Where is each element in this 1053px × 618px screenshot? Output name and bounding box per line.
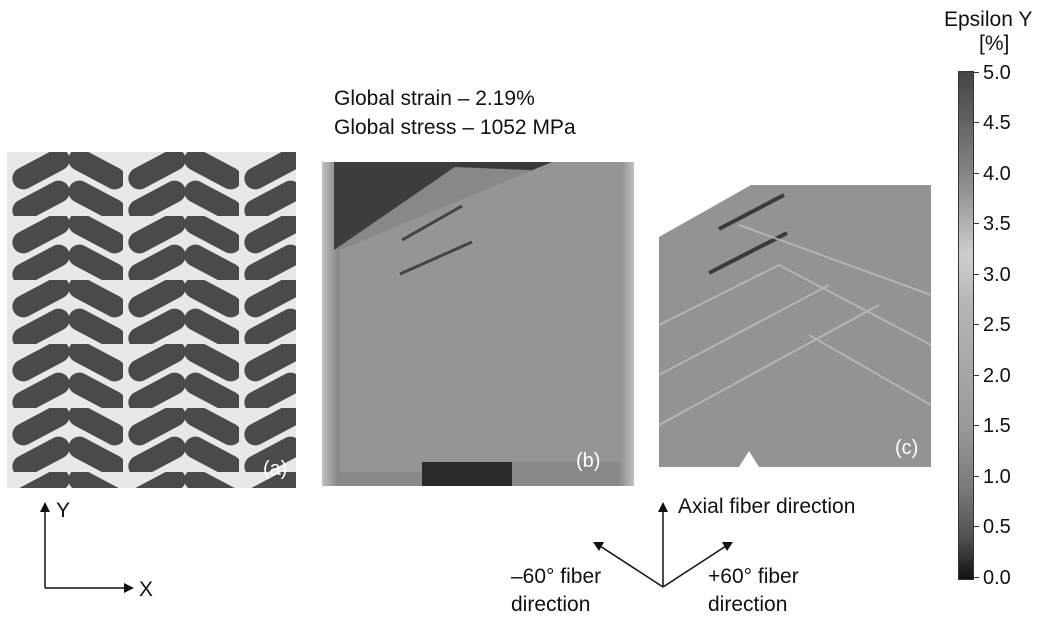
colorbar-tick-label: 5.0	[983, 62, 1011, 84]
panel-a-label: (a)	[263, 458, 288, 480]
colorbar-tick	[973, 122, 979, 123]
colorbar-tick	[973, 375, 979, 376]
colorbar-tick	[973, 173, 979, 174]
panel-c-label: (c)	[895, 437, 919, 459]
fiber-direction-arrows	[593, 502, 733, 588]
panel-c-strain-map: (c)	[659, 185, 931, 467]
colorbar-tick	[973, 476, 979, 477]
weave-pattern-graphic	[7, 152, 296, 488]
colorbar	[958, 71, 974, 580]
panel-b-label: (b)	[576, 450, 601, 472]
colorbar-tick	[973, 72, 979, 73]
minus60-fiber-label-line1: –60° fiber	[511, 565, 602, 588]
colorbar-tick-label: 0.5	[983, 516, 1011, 538]
colorbar-tick	[973, 274, 979, 275]
colorbar-tick	[973, 223, 979, 224]
strain-field-graphic	[659, 185, 931, 467]
plus60-fiber-label-line2: direction	[708, 593, 788, 616]
speckle-region-graphic	[334, 162, 622, 486]
global-strain-text: Global strain – 2.19%	[334, 87, 535, 110]
colorbar-title: Epsilon Y	[944, 8, 1033, 31]
colorbar-tick	[973, 577, 979, 578]
colorbar-tick	[973, 324, 979, 325]
colorbar-tick-label: 3.5	[983, 213, 1011, 235]
colorbar-tick-label: 1.5	[983, 415, 1011, 437]
colorbar-tick-label: 0.0	[983, 567, 1011, 589]
colorbar-tick-label: 4.0	[983, 163, 1011, 185]
colorbar-tick	[973, 425, 979, 426]
xy-axes-arrows	[40, 502, 134, 593]
colorbar-tick-label: 4.5	[983, 112, 1011, 134]
axial-fiber-direction-label: Axial fiber direction	[678, 495, 856, 518]
panel-a-weave-image: (a)	[7, 152, 296, 488]
colorbar-tick	[973, 526, 979, 527]
plus60-fiber-label-line1: +60° fiber	[708, 565, 799, 588]
minus60-fiber-label-line2: direction	[511, 593, 591, 616]
colorbar-tick-label: 3.0	[983, 264, 1011, 286]
colorbar-tick-label: 2.5	[983, 314, 1011, 336]
x-axis-label: X	[139, 578, 154, 601]
panel-b-speckle-image: (b)	[322, 162, 634, 486]
y-axis-label: Y	[56, 499, 71, 522]
global-stress-text: Global stress – 1052 MPa	[334, 116, 576, 139]
colorbar-tick-label: 2.0	[983, 365, 1011, 387]
colorbar-tick-label: 1.0	[983, 466, 1011, 488]
colorbar-unit: [%]	[979, 32, 1010, 55]
